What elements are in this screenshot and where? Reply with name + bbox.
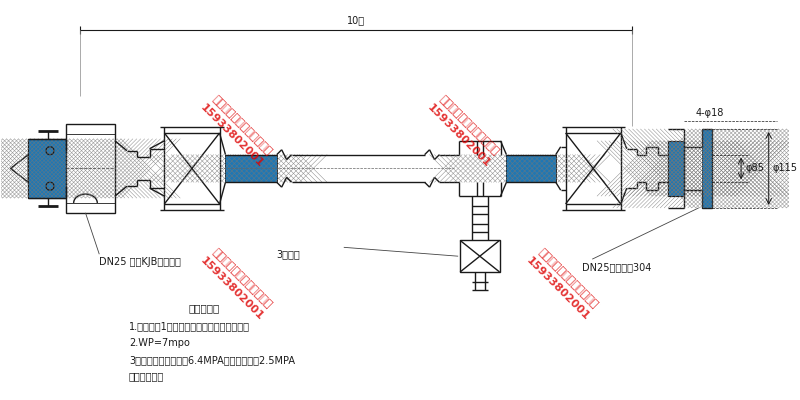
Text: φ85: φ85 [745, 164, 764, 174]
Text: 4-φ18: 4-φ18 [696, 108, 724, 118]
Text: 景县力天橡塑制品有限公司
15933802001: 景县力天橡塑制品有限公司 15933802001 [426, 92, 502, 170]
Text: φ115: φ115 [773, 164, 798, 174]
Bar [668, 141, 684, 196]
Text: 技术要求：: 技术要求： [188, 304, 219, 314]
Text: 10米: 10米 [346, 16, 365, 26]
Bar [668, 141, 684, 196]
Bar [226, 155, 277, 182]
Text: 景县力天橡塑制品有限公司
15933802001: 景县力天橡塑制品有限公司 15933802001 [198, 92, 276, 170]
Bar [702, 129, 711, 208]
Text: 景县力天橡塑制品有限公司
15933802001: 景县力天橡塑制品有限公司 15933802001 [198, 245, 276, 322]
Bar [164, 133, 219, 204]
Bar [226, 155, 277, 182]
Bar [702, 129, 711, 208]
Text: 3、软管总成做不低于6.4MPA的耐压试验及2.5MPA: 3、软管总成做不低于6.4MPA的耐压试验及2.5MPA [129, 355, 295, 365]
Bar [28, 139, 66, 198]
Text: DN25 黄銃KJB快速接头: DN25 黄銃KJB快速接头 [99, 257, 181, 267]
Text: DN25法兰材质304: DN25法兰材质304 [582, 262, 652, 272]
Bar [506, 155, 556, 182]
Bar [668, 141, 684, 196]
Bar [28, 139, 66, 198]
Bar [506, 155, 556, 182]
Bar [226, 155, 277, 182]
Bar [66, 124, 115, 213]
Bar [566, 133, 621, 204]
Text: 1.软管采用1层锂丝编织加强，外层编织棉线: 1.软管采用1层锂丝编织加强，外层编织棉线 [129, 321, 250, 331]
Text: 的气密性试验: 的气密性试验 [129, 372, 164, 382]
Text: 景县力天橡塑制品有限公司
15933802001: 景县力天橡塑制品有限公司 15933802001 [524, 245, 602, 322]
Polygon shape [10, 155, 28, 182]
Text: 2.WP=7mpo: 2.WP=7mpo [129, 338, 190, 348]
Bar [702, 129, 711, 208]
Text: 3分球阀: 3分球阀 [277, 249, 301, 259]
Bar [506, 155, 556, 182]
Bar [460, 240, 499, 272]
Bar [28, 139, 66, 198]
